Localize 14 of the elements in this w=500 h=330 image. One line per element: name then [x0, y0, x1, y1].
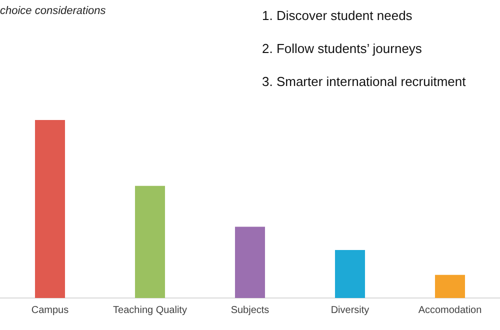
bar: [435, 274, 465, 298]
bar: [135, 186, 165, 298]
x-tick-label: Teaching Quality: [113, 304, 187, 316]
x-tick-label: Accomodation: [418, 304, 482, 316]
x-tick-label: Diversity: [330, 304, 370, 316]
bar: [235, 226, 265, 298]
text: 3. Smarter international recruitment: [262, 74, 466, 89]
x-tick-label: Campus: [31, 304, 69, 316]
x-tick-label: Subjects: [230, 304, 270, 316]
text: 2. Follow students’ journeys: [262, 41, 422, 56]
bar: [35, 120, 65, 298]
chart-title: choice considerations: [0, 5, 106, 17]
text: 1. Discover student needs: [262, 8, 412, 23]
bar: [335, 250, 365, 298]
